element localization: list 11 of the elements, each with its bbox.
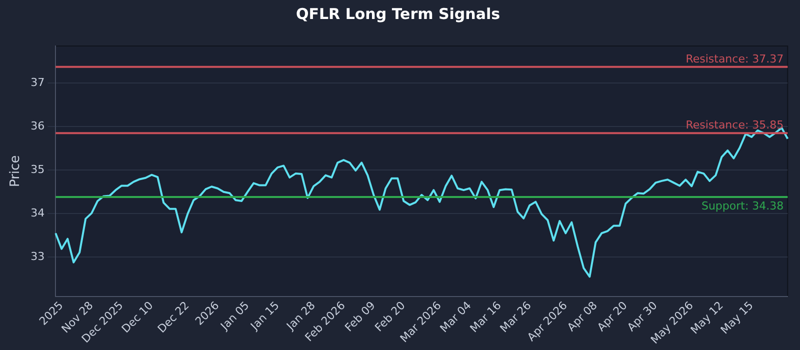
y-tick-label: 33: [30, 250, 45, 263]
x-tick-label: Dec 22: [155, 298, 192, 336]
ref-line-label: Support: 34.38: [701, 199, 784, 212]
y-axis-title: Price: [8, 155, 24, 188]
ref-line-label: Resistance: 35.85: [686, 118, 784, 132]
chart-title: QFLR Long Term Signals: [296, 4, 500, 23]
ref-line-label: Resistance: 37.37: [686, 52, 784, 66]
y-tick-label: 34: [30, 206, 45, 220]
y-tick-label: 37: [30, 76, 45, 89]
y-tick-label: 36: [30, 119, 45, 132]
y-tick-label: 35: [30, 162, 45, 176]
